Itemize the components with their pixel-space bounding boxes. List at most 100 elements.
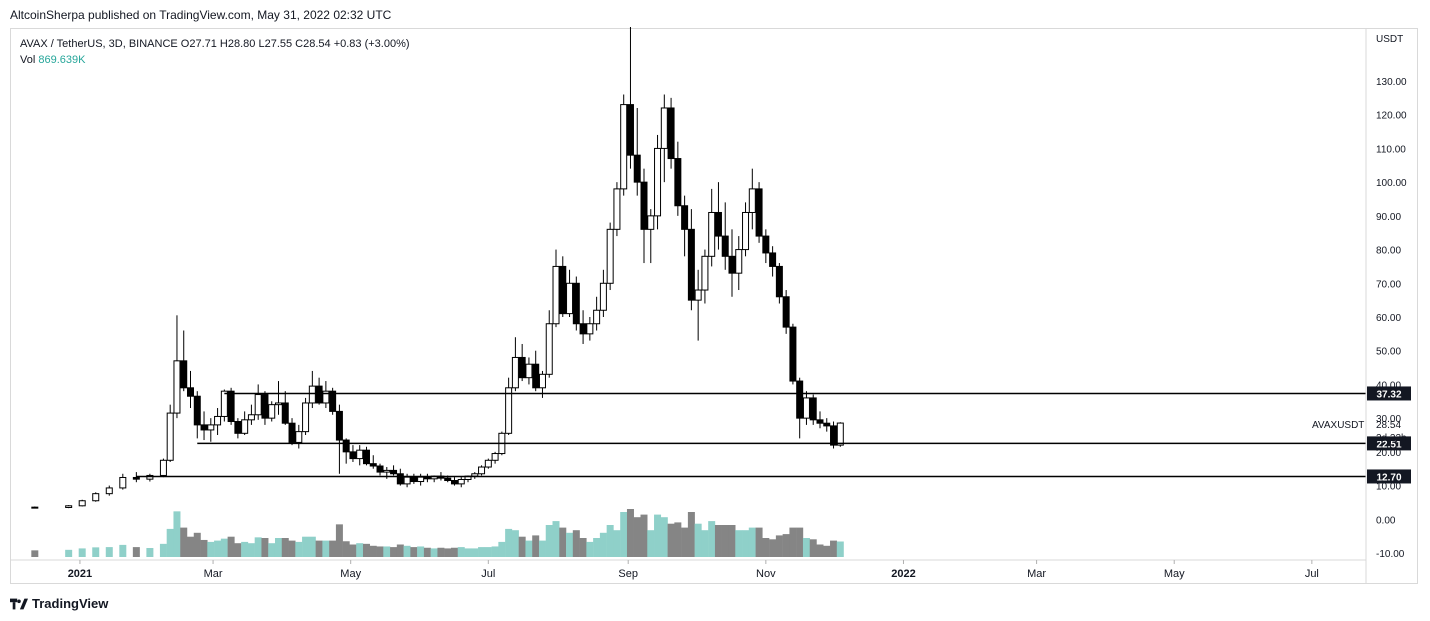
candle-body: [362, 449, 370, 465]
candle-body: [742, 211, 750, 251]
candle-body: [247, 414, 255, 421]
legend-vol-label[interactable]: Vol: [20, 54, 36, 66]
chart-frame[interactable]: [10, 28, 1418, 584]
volume-bar: [207, 541, 215, 557]
time-tick-label: Nov: [756, 568, 776, 580]
candle-body: [586, 323, 594, 335]
legend-symbol[interactable]: AVAX / TetherUS, 3D, BINANCE: [20, 38, 178, 50]
tradingview-logo-icon: [10, 598, 28, 609]
candle-body: [572, 282, 580, 325]
price-tick-label: 70.00: [1376, 279, 1401, 290]
price-tick-label: 30.00: [1376, 414, 1401, 425]
time-tick-label: May: [340, 568, 361, 580]
volume-bar: [633, 517, 641, 557]
tradingview-brand: TradingView: [32, 596, 109, 611]
legend-ohlc: O27.71 H28.80 L27.55 C28.54 +0.83 (+3.00…: [180, 38, 410, 50]
volume-bar: [708, 521, 716, 557]
candle-body: [261, 394, 269, 419]
volume-bar: [775, 535, 783, 557]
volume-bar: [356, 543, 364, 557]
price-chart[interactable]: 37.32 22.51 12.70 130.00 120.00 110.00 100.00…: [0, 0, 1430, 590]
time-tick-label: Mar: [204, 568, 223, 580]
time-tick-label: 2021: [68, 568, 92, 580]
candle-body: [775, 265, 783, 298]
candle-body: [288, 422, 296, 443]
volume-bars: [31, 509, 844, 557]
volume-bar: [505, 528, 513, 557]
volume-bar: [444, 548, 452, 557]
candle-body: [566, 282, 574, 315]
candle-body: [186, 387, 194, 397]
volume-bar: [302, 536, 310, 557]
candle-body: [444, 477, 452, 482]
volume-bar: [728, 525, 736, 557]
price-tick-label: 100.00: [1376, 178, 1407, 189]
candle-body: [836, 422, 844, 446]
volume-bar: [532, 535, 540, 557]
candle-body: [647, 215, 655, 230]
candle-body: [674, 158, 682, 207]
time-tick-label: May: [1164, 568, 1185, 580]
volume-bar: [423, 547, 431, 557]
volume-bar: [593, 538, 601, 557]
candle-body: [620, 104, 628, 190]
price-tick-label: 80.00: [1376, 246, 1401, 257]
candle-body: [599, 282, 607, 311]
candle-body: [92, 493, 100, 502]
volume-bar: [484, 547, 492, 557]
chart-legend: AVAX / TetherUS, 3D, BINANCE O27.71 H28.…: [20, 36, 410, 68]
volume-bar: [159, 543, 167, 557]
price-tick-label: 10.00: [1376, 482, 1401, 493]
volume-bar: [437, 547, 445, 557]
volume-bar: [802, 538, 810, 557]
candle-body: [302, 402, 310, 433]
candle-body: [769, 252, 777, 267]
candle-body: [119, 476, 127, 489]
volume-bar: [830, 540, 838, 557]
candle-body: [667, 107, 675, 160]
price-tick-label: 0.00: [1376, 515, 1396, 526]
last-price-symbol: AVAXUSDT: [1312, 420, 1364, 431]
volume-bar: [390, 547, 398, 557]
candle-body: [660, 107, 668, 149]
volume-bar: [687, 512, 695, 557]
volume-bar: [491, 546, 499, 557]
price-tick-label: 110.00: [1376, 144, 1406, 155]
candle-body: [132, 476, 140, 480]
candle-body: [146, 474, 154, 480]
candle-body: [681, 205, 689, 230]
volume-bar: [281, 538, 289, 557]
volume-bar: [315, 540, 323, 557]
candle-body: [173, 360, 181, 414]
volume-bar: [478, 547, 486, 557]
price-axis[interactable]: 130.00 120.00 110.00 100.00 90.00 80.00 70.00 6…: [1365, 29, 1407, 583]
volume-bar: [762, 538, 770, 557]
candle-body: [654, 147, 662, 217]
candle-body: [701, 255, 709, 291]
tradingview-footer[interactable]: TradingView: [10, 596, 108, 611]
volume-bar: [471, 548, 479, 557]
volume-bar: [173, 511, 181, 557]
candle-body: [281, 402, 289, 424]
volume-bar: [329, 540, 337, 557]
candle-body: [369, 463, 377, 467]
volume-bar: [193, 532, 201, 557]
volume-bar: [342, 541, 350, 557]
candle-body: [626, 104, 634, 156]
time-axis[interactable]: 2021 Mar May Jul Sep Nov 2022 Mar May Jul: [10, 559, 1366, 580]
candle-body: [349, 451, 357, 460]
price-tick-label: 50.00: [1376, 347, 1401, 358]
candle-body: [335, 410, 343, 441]
price-tick-label: 40.00: [1376, 380, 1401, 391]
candle-body: [220, 390, 228, 417]
volume-bar: [796, 527, 804, 557]
candle-body: [538, 373, 546, 389]
volume-bar: [180, 527, 188, 557]
volume-bar: [396, 544, 404, 557]
time-tick-label: Mar: [1027, 568, 1046, 580]
candle-body: [423, 476, 431, 480]
candle-body: [687, 228, 695, 301]
candle-body: [796, 380, 804, 419]
volume-bar: [769, 539, 777, 557]
candle-body: [356, 449, 364, 460]
